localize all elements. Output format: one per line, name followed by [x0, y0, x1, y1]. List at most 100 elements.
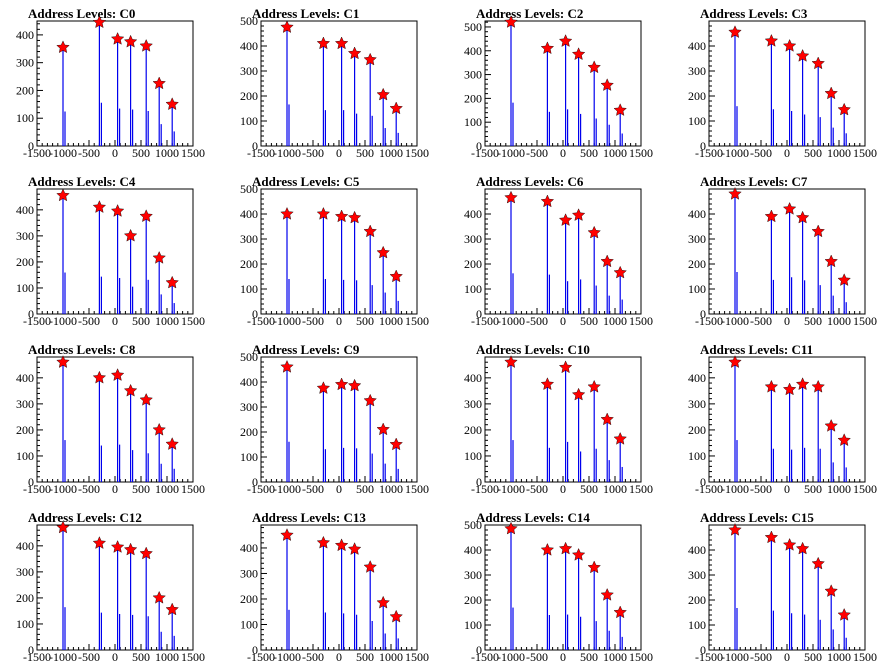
- peak-marker: [334, 377, 349, 391]
- x-tick-label: 1500: [853, 482, 877, 496]
- peak-marker: [165, 602, 179, 616]
- peak-marker: [824, 584, 838, 597]
- x-tick-label: -500: [78, 650, 100, 664]
- y-tick-label: 200: [688, 257, 706, 271]
- peak-marker: [837, 433, 851, 447]
- y-tick-label: 300: [464, 68, 482, 82]
- x-tick-label: 1500: [405, 146, 429, 160]
- y-tick-label: 200: [16, 423, 34, 437]
- peak-marker: [152, 422, 166, 436]
- x-tick-label: 500: [132, 146, 150, 160]
- peak-marker: [376, 87, 390, 101]
- x-tick-label: -1000: [273, 146, 301, 160]
- y-tick-label: 200: [16, 83, 34, 97]
- x-tick-label: 1000: [827, 650, 851, 664]
- peak-marker: [363, 393, 377, 407]
- chart-panel: Address Levels: C2 0 100 200 300 400 500 -1500-…: [448, 0, 672, 168]
- x-tick-label: -500: [750, 482, 772, 496]
- y-tick-label: 400: [688, 207, 706, 221]
- x-tick-label: 1000: [603, 314, 627, 328]
- peak-marker: [280, 20, 294, 33]
- chart-svg: Address Levels: C6 0 100 200 300 400 -1500-100…: [464, 174, 653, 328]
- peak-marker: [316, 36, 331, 50]
- peak-marker: [613, 605, 627, 619]
- plot-frame: [484, 188, 642, 315]
- peak-marker: [334, 209, 349, 223]
- x-tick-label: 500: [580, 146, 598, 160]
- x-tick-label: -1500: [23, 314, 51, 328]
- y-tick-label: 400: [240, 39, 258, 53]
- x-tick-label: -1500: [247, 314, 275, 328]
- x-tick-label: 1000: [155, 650, 179, 664]
- peak-marker: [347, 210, 362, 224]
- peak-marker: [824, 419, 838, 432]
- chart-title: Address Levels: C9: [252, 342, 360, 357]
- peak-marker: [837, 608, 851, 621]
- x-tick-label: 1000: [603, 650, 627, 664]
- peak-marker: [280, 207, 294, 220]
- x-tick-label: 1000: [379, 650, 403, 664]
- x-tick-label: 1000: [155, 482, 179, 496]
- y-tick-label: 500: [240, 350, 258, 364]
- peak-marker: [123, 34, 138, 48]
- y-tick-label: 0: [28, 643, 34, 657]
- peak-marker: [824, 254, 838, 268]
- x-tick-label: 1000: [827, 314, 851, 328]
- x-tick-label: 0: [336, 314, 342, 328]
- chart-title: Address Levels: C11: [700, 342, 813, 357]
- chart-svg: Address Levels: C13 0 100 200 300 400 -1500-10…: [240, 510, 429, 664]
- x-tick-label: 1500: [181, 650, 205, 664]
- x-tick-label: 0: [784, 314, 790, 328]
- x-tick-label: 0: [784, 650, 790, 664]
- peak-marker: [56, 40, 70, 53]
- y-tick-label: 300: [240, 400, 258, 414]
- peak-marker: [795, 541, 810, 555]
- peak-marker: [280, 360, 294, 373]
- chart-panel: Address Levels: C3 0 100 200 300 400 -1500 -100…: [672, 0, 896, 168]
- y-tick-label: 100: [240, 450, 258, 464]
- x-tick-label: -1000: [497, 650, 525, 664]
- x-tick-label: -1000: [497, 146, 525, 160]
- x-tick-label: 1500: [629, 146, 653, 160]
- peak-marker: [540, 41, 555, 54]
- peak-marker: [728, 523, 742, 536]
- peak-marker: [316, 381, 331, 394]
- chart-title: Address Levels: C6: [476, 174, 584, 189]
- x-tick-label: -500: [526, 650, 548, 664]
- y-tick-label: 400: [240, 207, 258, 221]
- peak-marker: [571, 548, 586, 561]
- y-tick-label: 0: [252, 307, 258, 321]
- peak-marker: [811, 56, 825, 70]
- x-tick-label: -1500: [695, 482, 723, 496]
- peak-marker: [376, 422, 390, 436]
- x-tick-label: 1000: [603, 482, 627, 496]
- peak-marker: [376, 595, 390, 609]
- y-tick-label: 200: [16, 255, 34, 269]
- peak-marker: [811, 556, 825, 570]
- y-tick-label: 300: [240, 232, 258, 246]
- peak-marker: [811, 379, 825, 393]
- peak-marker: [764, 530, 779, 544]
- x-tick-label: -1000: [721, 146, 749, 160]
- plot-frame: [708, 20, 866, 147]
- y-tick-label: 100: [464, 449, 482, 463]
- x-tick-label: -500: [750, 314, 772, 328]
- y-tick-label: 200: [240, 592, 258, 606]
- x-tick-label: -1500: [247, 146, 275, 160]
- peak-marker: [92, 15, 107, 28]
- chart-title: Address Levels: C14: [476, 510, 590, 525]
- x-tick-label: -500: [302, 650, 324, 664]
- peak-marker: [165, 437, 179, 450]
- y-tick-label: 300: [688, 64, 706, 78]
- peak-marker: [795, 210, 810, 224]
- peak-marker: [795, 49, 810, 62]
- chart-svg: Address Levels: C15 0 100 200 300 400 -1500-10…: [688, 510, 877, 664]
- peak-marker: [587, 560, 601, 574]
- y-tick-label: 0: [700, 643, 706, 657]
- chart-svg: Address Levels: C10100200300400500-1500-…: [240, 6, 429, 160]
- peak-marker: [728, 187, 742, 200]
- y-tick-label: 400: [240, 375, 258, 389]
- peak-marker: [123, 228, 138, 242]
- y-tick-label: 400: [688, 371, 706, 385]
- x-tick-label: 1000: [379, 146, 403, 160]
